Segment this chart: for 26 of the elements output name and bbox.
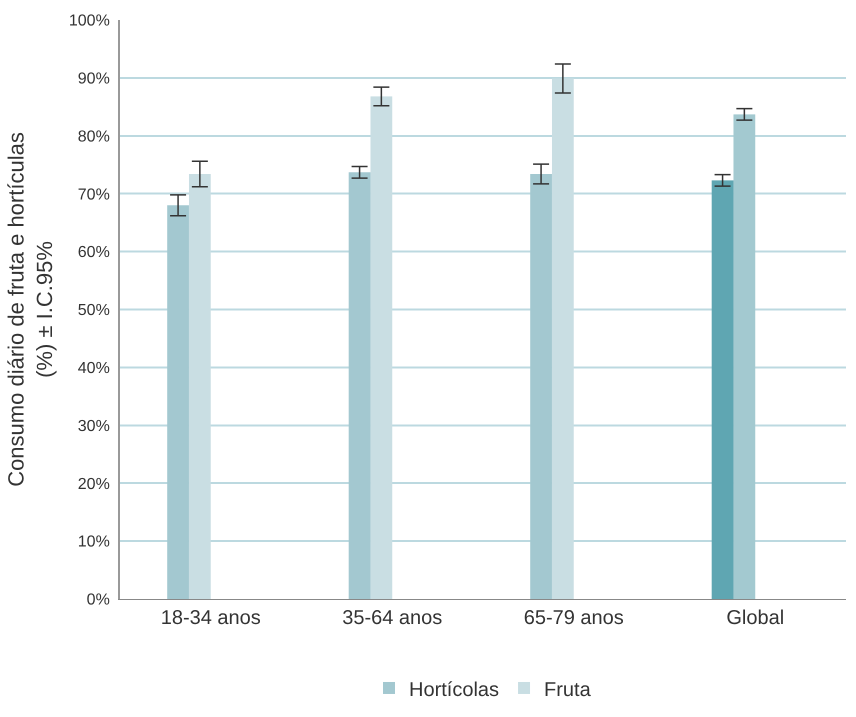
x-tick-label: 65-79 anos	[524, 607, 624, 629]
y-axis-title: Consumo diário de fruta e hortículas (%) ± I.C.95%	[4, 132, 58, 487]
y-tick-label: 20%	[78, 476, 110, 493]
legend-label: Hortícolas	[409, 678, 500, 701]
x-tick-label: 35-64 anos	[342, 607, 442, 629]
bar	[712, 180, 734, 599]
bar	[348, 172, 370, 599]
y-tick-label: 50%	[78, 302, 110, 320]
bar	[530, 174, 552, 599]
legend-label: Fruta	[544, 678, 592, 701]
y-tick-label: 100%	[68, 12, 110, 30]
bar	[552, 78, 574, 599]
bar	[167, 205, 189, 599]
y-tick-label: 40%	[78, 360, 110, 377]
y-tick-label: 30%	[78, 418, 110, 435]
bar	[188, 174, 211, 599]
y-tick-label: 0%	[86, 592, 110, 609]
y-tick-label: 90%	[78, 70, 110, 88]
y-tick-label: 60%	[78, 244, 110, 262]
bar	[370, 96, 392, 599]
x-tick-label: Global	[726, 607, 784, 629]
bar	[733, 114, 756, 599]
y-tick-label: 10%	[78, 534, 110, 551]
y-tick-label: 70%	[78, 186, 110, 204]
x-tick-label: 18-34 anos	[160, 607, 261, 629]
y-tick-label: 80%	[78, 128, 110, 146]
